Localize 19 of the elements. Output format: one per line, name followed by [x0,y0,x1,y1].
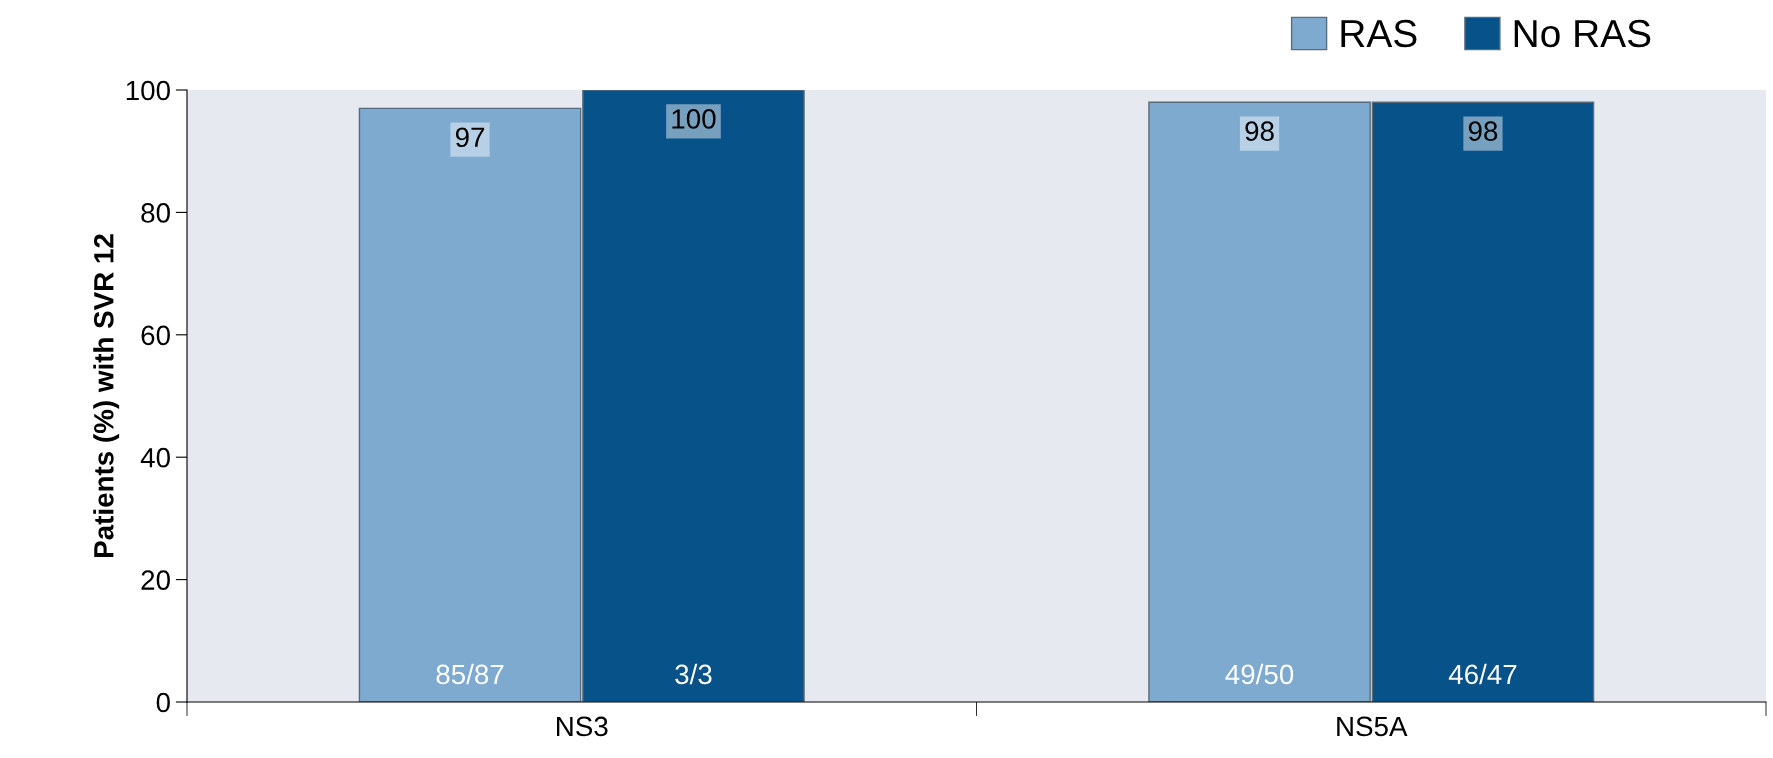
legend-label: No RAS [1514,19,1651,48]
legend-label: RAS [1341,19,1417,48]
annotation: 46/47 [1448,663,1517,685]
y-tick-label: 60 [141,325,170,346]
annotation: 49/50 [1225,663,1294,685]
y-tick-label: 80 [141,203,170,223]
x-tick-label: NS3 [557,716,608,737]
y-tick-label: 20 [141,570,170,590]
data-label: 98 [1245,121,1274,141]
annotation: 85/87 [436,663,504,685]
y-tick-label: 100 [126,80,170,101]
annotation: 3/3 [675,663,712,685]
x-tick-label: NS5A [1337,716,1408,737]
y-axis-title: Patients (%) with SVR 12 [93,234,120,557]
data-label: 97 [455,127,485,148]
y-tick-label: 40 [140,447,170,468]
data-label: 100 [672,109,716,129]
data-label: 98 [1468,121,1498,141]
y-tick-label: 0 [156,692,170,713]
